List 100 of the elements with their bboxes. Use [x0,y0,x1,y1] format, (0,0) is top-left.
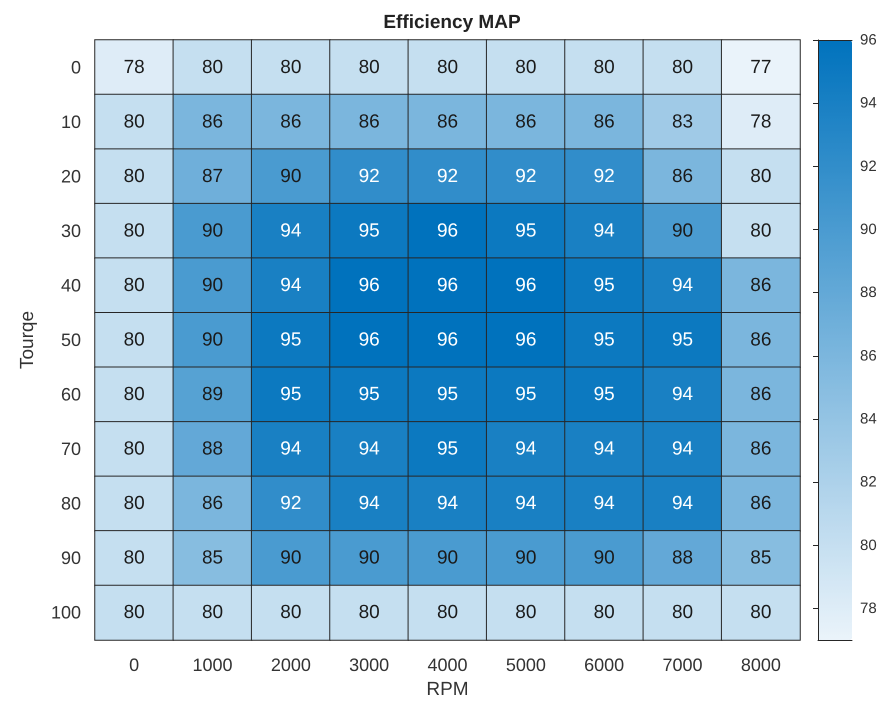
data-label: 86 [202,111,224,132]
data-label: 94 [594,493,616,514]
data-label: 78 [124,56,145,78]
data-label: 95 [280,384,302,406]
data-label: 86 [750,438,772,460]
data-label: 92 [358,166,380,187]
data-label: 94 [672,438,694,460]
data-label: 95 [280,330,302,350]
color-bar-label: 80 [860,536,877,554]
data-label: 80 [750,602,772,624]
data-label: 90 [202,330,224,350]
data-label: 94 [515,438,537,460]
data-label: 92 [280,493,302,514]
data-label: 94 [280,220,302,242]
data-label: 80 [124,493,145,514]
data-label: 86 [515,111,536,132]
data-label: 95 [515,384,536,406]
data-label: 90 [202,220,224,242]
data-label: 95 [515,220,536,242]
data-label: 94 [358,493,380,514]
data-label: 80 [358,602,380,624]
color-bar-label: 84 [860,410,877,428]
data-label: 92 [594,166,615,187]
x-axis-title: RPM [426,679,469,700]
data-label: 94 [280,438,302,460]
data-label: 92 [436,166,458,187]
data-label: 90 [672,220,694,242]
data-label: 85 [750,548,772,569]
data-label: 94 [280,274,302,296]
y-tick-label: 30 [60,220,81,241]
data-label: 86 [280,111,302,132]
data-label: 90 [202,274,224,296]
x-tick-label: 6000 [584,655,624,675]
data-label: 80 [594,56,615,78]
data-label: 96 [358,330,380,350]
data-label: 94 [672,384,694,406]
color-bar-label: 78 [860,600,877,617]
color-bar-label: 94 [860,94,877,112]
data-label: 86 [672,166,694,187]
data-label: 80 [202,56,224,78]
data-label: 88 [202,438,224,460]
data-label: 86 [750,493,772,514]
y-tick-label: 80 [60,494,81,514]
data-label: 80 [515,602,536,624]
data-label: 88 [672,548,694,569]
data-label: 80 [672,56,694,78]
data-label: 94 [672,493,694,514]
data-label: 80 [124,274,145,296]
color-bar-label: 96 [860,32,877,48]
data-label: 86 [436,111,458,132]
data-label: 86 [358,111,380,132]
color-bar-label: 82 [860,474,877,491]
data-label: 90 [436,548,458,569]
y-tick-label: 50 [60,330,81,350]
y-tick-label: 70 [60,439,81,460]
color-bar-label: 92 [860,158,877,175]
data-label: 80 [672,602,694,624]
data-label: 95 [358,384,380,406]
data-label: 96 [436,220,458,242]
data-label: 94 [436,493,458,514]
data-label: 80 [124,384,145,406]
x-tick-label: 3000 [349,655,390,675]
data-label: 80 [750,220,772,242]
data-label: 96 [436,330,458,350]
data-label: 87 [202,166,224,187]
data-label: 80 [124,438,145,460]
data-label: 80 [436,56,458,78]
data-label: 92 [515,166,536,187]
data-label: 89 [202,384,224,406]
data-label: 80 [124,111,145,132]
data-label: 96 [358,274,380,296]
data-label: 96 [515,330,536,350]
data-label: 94 [358,438,380,460]
data-label: 80 [436,602,458,624]
data-label: 86 [594,111,615,132]
data-label: 80 [750,166,772,187]
data-label: 95 [436,438,458,460]
data-label: 95 [594,274,615,296]
x-tick-label: 2000 [270,655,311,675]
data-label: 95 [594,330,615,350]
x-tick-label: 5000 [506,655,546,675]
y-axis-title: Tourqe [17,310,38,370]
color-bar-label: 86 [860,347,877,364]
data-label: 83 [672,111,694,132]
data-label: 95 [358,220,380,242]
data-label: 80 [358,56,380,78]
data-label: 90 [280,548,302,569]
y-tick-label: 60 [60,384,81,405]
x-tick-label: 4000 [427,655,468,675]
data-label: 90 [358,548,380,569]
data-label: 80 [202,602,224,624]
data-label: 80 [280,56,302,78]
x-tick-label: 1000 [192,655,233,675]
data-label: 80 [594,602,615,624]
chart-title: Efficiency MAP [383,12,521,33]
data-label: 77 [750,56,772,78]
data-label: 86 [202,493,224,514]
color-bar-label: 90 [860,220,877,238]
y-tick-label: 100 [50,602,81,623]
y-tick-label: 90 [60,548,81,568]
